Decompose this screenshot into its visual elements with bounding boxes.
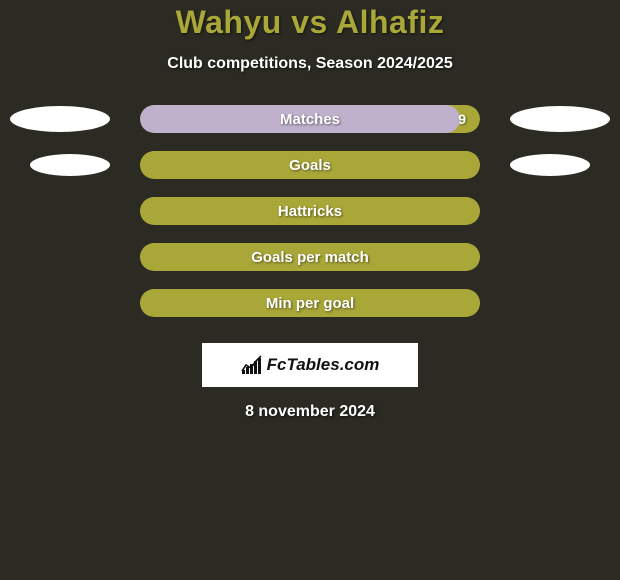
stat-pill: Goals per match [140,243,480,271]
stat-pill: Hattricks [140,197,480,225]
stat-rows: Matches 9 Goals Hattricks Goals per match Min… [0,105,620,317]
right-value-ellipse [510,106,610,132]
stat-row: Goals per match [0,243,620,271]
stat-label: Goals per match [251,249,369,266]
stat-label: Hattricks [278,203,342,220]
stat-row: Min per goal [0,289,620,317]
stat-row: Hattricks [0,197,620,225]
stat-value-right: 9 [458,111,466,127]
stat-pill: Goals [140,151,480,179]
date-line: 8 november 2024 [0,403,620,421]
infographic-container: Wahyu vs Alhafiz Club competitions, Seas… [0,0,620,421]
stat-row: Matches 9 [0,105,620,133]
stat-pill: Matches 9 [140,105,480,133]
logo-text: FcTables.com [267,355,380,375]
stat-label: Goals [289,157,331,174]
left-value-ellipse [10,106,110,132]
stat-pill: Min per goal [140,289,480,317]
page-subtitle: Club competitions, Season 2024/2025 [0,55,620,73]
stat-label: Matches [280,111,340,128]
stat-label: Min per goal [266,295,354,312]
bar-chart-icon [241,354,263,376]
left-value-ellipse [30,154,110,176]
stat-row: Goals [0,151,620,179]
logo-box: FcTables.com [202,343,418,387]
right-value-ellipse [510,154,590,176]
page-title: Wahyu vs Alhafiz [0,4,620,41]
